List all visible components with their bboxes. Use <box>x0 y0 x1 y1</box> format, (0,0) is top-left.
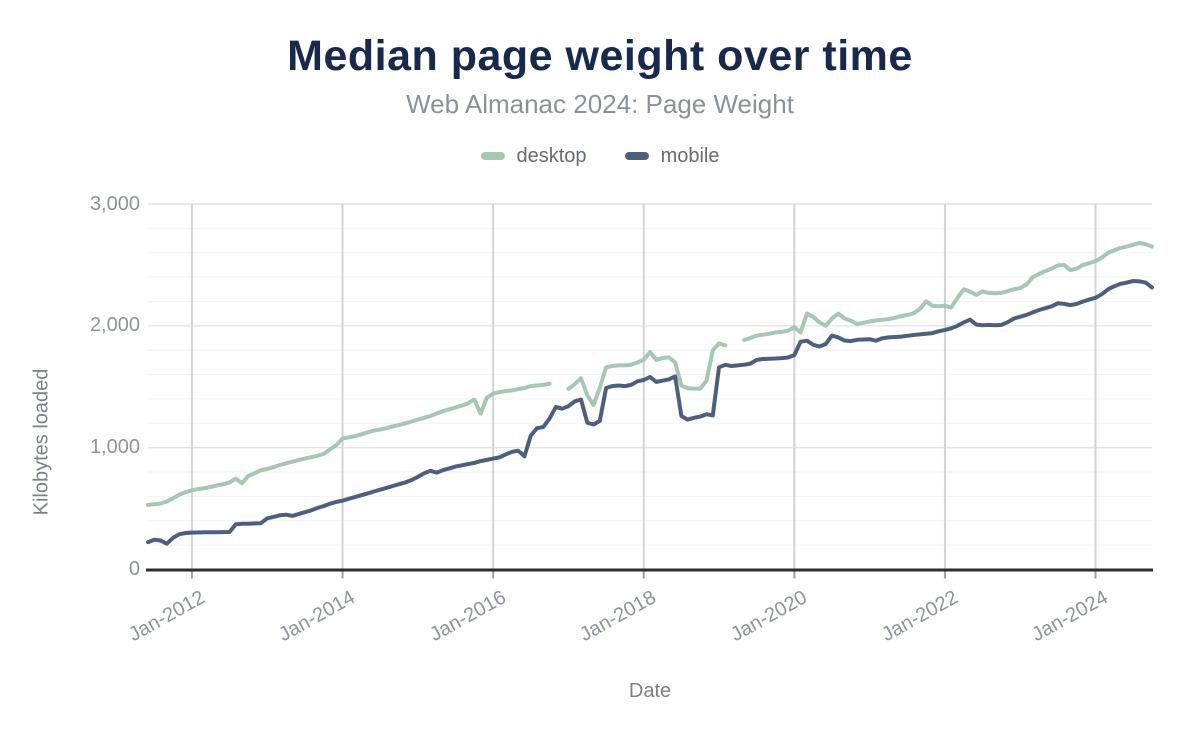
y-axis-title: Kilobytes loaded <box>30 368 53 516</box>
legend-item-mobile[interactable]: mobile <box>624 145 720 167</box>
y-tick-label: 0 <box>128 558 140 580</box>
y-tick-label: 2,000 <box>89 314 140 337</box>
x-axis-title: Date <box>628 680 672 702</box>
legend: desktop mobile <box>0 144 1200 168</box>
legend-label-mobile: mobile <box>660 145 720 167</box>
chart-subtitle: Web Almanac 2024: Page Weight <box>406 89 794 119</box>
desktop-series-swatch-icon <box>480 152 505 160</box>
mobile-line <box>146 279 1154 546</box>
legend-label-desktop: desktop <box>516 145 587 167</box>
desktop-line <box>146 241 1154 507</box>
mobile-series-swatch-icon <box>624 152 649 160</box>
y-tick-label: 3,000 <box>89 192 140 215</box>
y-tick-label: 1,000 <box>89 436 140 459</box>
chart-title: Median page weight over time <box>287 32 913 80</box>
legend-item-desktop[interactable]: desktop <box>480 145 587 167</box>
